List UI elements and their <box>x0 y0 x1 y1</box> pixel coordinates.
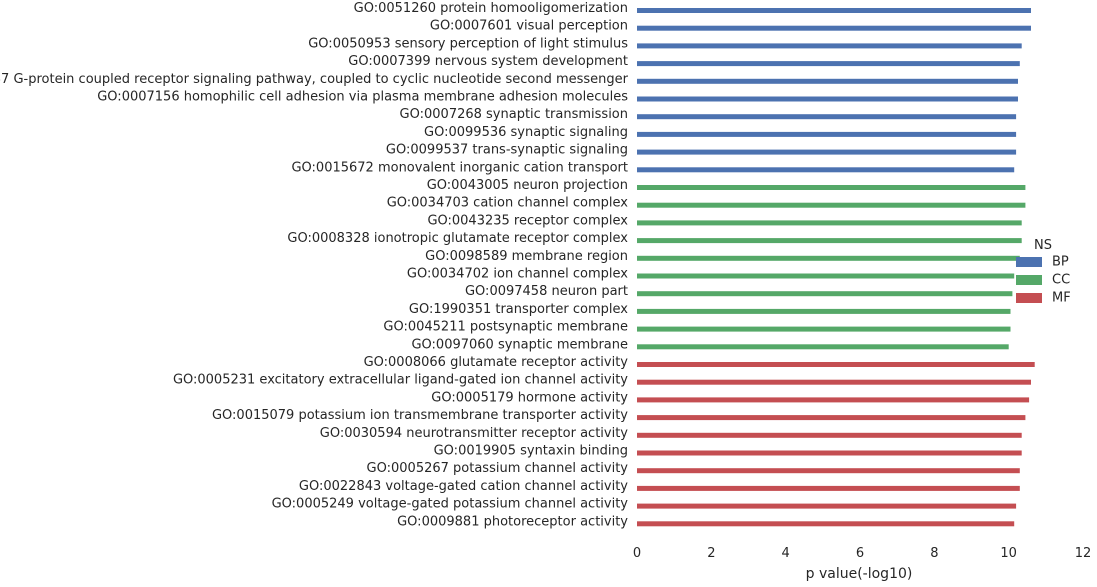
bar-go-0099536 <box>637 131 1017 137</box>
category-label-go-0007399: GO:0007399 nervous system development <box>348 54 628 69</box>
bar-go-0034702 <box>637 273 1015 279</box>
legend-swatch-bp <box>1016 257 1042 267</box>
category-label-go-0007187: GO:0007187 G-protein coupled receptor si… <box>0 72 629 87</box>
legend-title: NS <box>1034 238 1052 253</box>
legend: NS BP CC MF <box>1016 238 1071 306</box>
bar-go-0098589 <box>637 255 1020 261</box>
bar-go-0007399 <box>637 61 1020 67</box>
bar-go-0051260 <box>637 8 1031 13</box>
bar-go-0043005 <box>637 185 1026 190</box>
legend-swatch-mf <box>1016 293 1042 303</box>
bar-go-0008066 <box>637 362 1035 367</box>
category-label-go-0097458: GO:0097458 neuron part <box>465 284 628 299</box>
category-label-go-0009881: GO:0009881 photoreceptor activity <box>397 514 628 529</box>
category-label-go-0005179: GO:0005179 hormone activity <box>431 390 628 405</box>
x-axis: 0 2 4 6 8 10 12 <box>633 546 1091 561</box>
category-labels-group: GO:0051260 protein homooligomerization GO… <box>0 1 629 529</box>
x-axis-title: p value(-log10) <box>806 566 913 582</box>
bars-group <box>637 8 1035 527</box>
category-label-go-0005249: GO:0005249 voltage-gated potassium chann… <box>272 497 629 512</box>
bar-go-0009881 <box>637 521 1015 527</box>
category-label-go-0045211: GO:0045211 postsynaptic membrane <box>383 320 628 335</box>
category-label-go-0030594: GO:0030594 neurotransmitter receptor act… <box>320 426 629 441</box>
x-tick-label: 0 <box>633 546 641 561</box>
x-tick-label: 10 <box>1000 546 1017 561</box>
bar-go-0005179 <box>637 397 1030 403</box>
bar-go-0005267 <box>637 468 1020 474</box>
bar-go-0015672 <box>637 167 1015 173</box>
bar-go-0043235 <box>637 220 1022 226</box>
category-label-go-0034702: GO:0034702 ion channel complex <box>407 267 628 282</box>
bar-go-1990351 <box>637 308 1011 314</box>
category-label-go-0051260: GO:0051260 protein homooligomerization <box>354 1 628 16</box>
bar-go-0005249 <box>637 503 1017 509</box>
category-label-go-0007268: GO:0007268 synaptic transmission <box>400 107 628 122</box>
category-label-go-1990351: GO:1990351 transporter complex <box>409 302 628 317</box>
category-label-go-0019905: GO:0019905 syntaxin binding <box>434 444 628 459</box>
bar-go-0019905 <box>637 450 1022 456</box>
bar-go-0099537 <box>637 149 1017 155</box>
bar-go-0005231 <box>637 379 1031 385</box>
x-tick-label: 4 <box>782 546 790 561</box>
bar-go-0007156 <box>637 96 1018 102</box>
category-label-go-0015672: GO:0015672 monovalent inorganic cation t… <box>291 160 628 175</box>
category-label-go-0097060: GO:0097060 synaptic membrane <box>411 337 628 352</box>
x-tick-label: 2 <box>707 546 715 561</box>
category-label-go-0007601: GO:0007601 visual perception <box>430 19 628 34</box>
category-label-go-0022843: GO:0022843 voltage-gated cation channel … <box>299 479 628 494</box>
category-label-go-0008328: GO:0008328 ionotropic glutamate receptor… <box>287 231 628 246</box>
category-label-go-0008066: GO:0008066 glutamate receptor activity <box>364 355 629 370</box>
category-label-go-0050953: GO:0050953 sensory perception of light s… <box>308 36 628 51</box>
legend-label-mf: MF <box>1052 291 1071 306</box>
bar-go-0050953 <box>637 43 1022 49</box>
x-tick-label: 8 <box>930 546 938 561</box>
category-label-go-0043005: GO:0043005 neuron projection <box>427 178 628 193</box>
bar-go-0034703 <box>637 202 1026 208</box>
bar-go-0007601 <box>637 25 1031 31</box>
bar-go-0097458 <box>637 291 1013 297</box>
category-label-go-0034703: GO:0034703 cation channel complex <box>387 196 629 211</box>
category-label-go-0098589: GO:0098589 membrane region <box>425 249 628 264</box>
bar-go-0022843 <box>637 485 1020 491</box>
category-label-go-0099537: GO:0099537 trans-synaptic signaling <box>386 143 628 158</box>
category-label-go-0015079: GO:0015079 potassium ion transmembrane t… <box>212 408 628 423</box>
bar-go-0097060 <box>637 344 1009 350</box>
legend-label-cc: CC <box>1052 273 1070 288</box>
bar-go-0007187 <box>637 78 1018 84</box>
category-label-go-0005267: GO:0005267 potassium channel activity <box>367 461 629 476</box>
category-label-go-0005231: GO:0005231 excitatory extracellular liga… <box>173 373 628 388</box>
bar-go-0015079 <box>637 415 1026 421</box>
legend-swatch-cc <box>1016 275 1042 285</box>
x-tick-label: 12 <box>1075 546 1092 561</box>
legend-label-bp: BP <box>1052 255 1069 270</box>
x-tick-label: 6 <box>856 546 864 561</box>
category-label-go-0099536: GO:0099536 synaptic signaling <box>424 125 628 140</box>
bar-go-0008328 <box>637 238 1022 244</box>
bar-go-0030594 <box>637 432 1022 438</box>
bar-go-0007268 <box>637 114 1017 120</box>
category-label-go-0007156: GO:0007156 homophilic cell adhesion via … <box>97 90 628 105</box>
bar-go-0045211 <box>637 326 1011 332</box>
category-label-go-0043235: GO:0043235 receptor complex <box>427 213 628 228</box>
